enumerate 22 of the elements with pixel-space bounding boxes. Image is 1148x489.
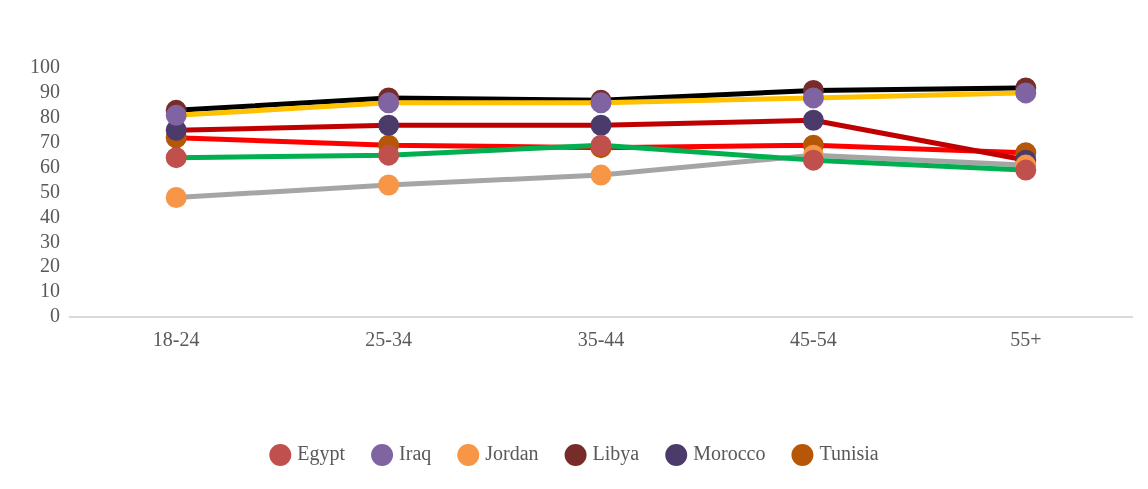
x-tick-label: 45-54 xyxy=(790,328,837,351)
legend-label: Libya xyxy=(592,442,640,466)
y-tick-label: 70 xyxy=(40,129,60,152)
y-tick-label: 20 xyxy=(40,254,60,277)
y-tick-label: 30 xyxy=(40,229,60,252)
x-tick-label: 55+ xyxy=(1010,328,1042,351)
y-tick-label: 40 xyxy=(40,204,60,227)
legend-label: Iraq xyxy=(399,442,432,466)
y-tick-label: 80 xyxy=(40,105,60,128)
y-tick-label: 0 xyxy=(50,304,60,327)
y-tick-label: 90 xyxy=(40,80,60,103)
y-tick-label: 100 xyxy=(30,55,60,78)
legend-label: Egypt xyxy=(297,442,346,466)
legend-label: Morocco xyxy=(693,442,766,465)
y-tick-label: 50 xyxy=(40,179,60,202)
legend-label: Tunisia xyxy=(819,442,879,465)
y-tick-label: 60 xyxy=(40,154,60,177)
x-tick-label: 35-44 xyxy=(577,328,625,351)
x-tick-label: 18-24 xyxy=(152,328,200,351)
legend-label: Jordan xyxy=(485,442,539,465)
y-tick-label: 10 xyxy=(40,279,60,302)
x-tick-label: 25-34 xyxy=(365,328,412,351)
